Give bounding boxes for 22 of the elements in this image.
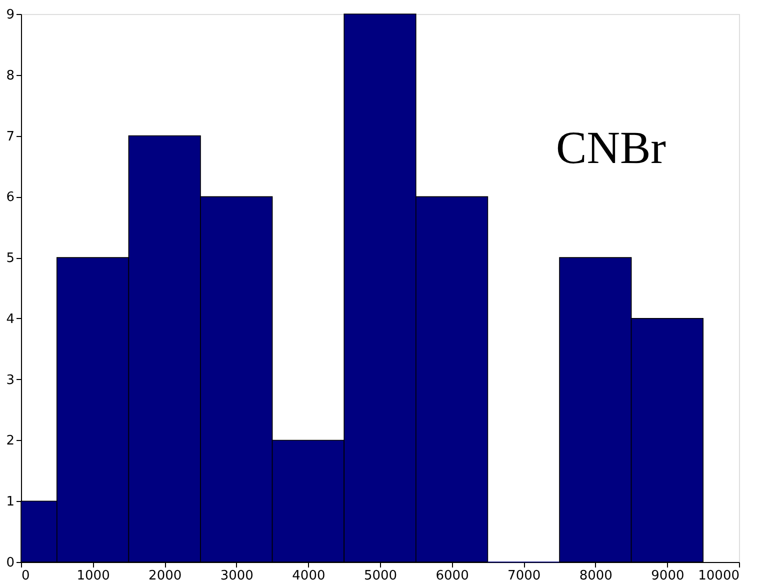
x-tick-label: 4000: [292, 568, 326, 584]
x-tick-label: 7000: [508, 568, 541, 584]
x-tick-label: 8000: [579, 568, 612, 584]
annotation: CNBr: [556, 122, 666, 173]
y-tick-label: 9: [6, 8, 14, 22]
x-tick-label: 9000: [651, 568, 684, 584]
y-tick-label: 1: [6, 494, 14, 510]
x-tick-label: 2000: [148, 568, 182, 584]
x-tick-label: 0: [22, 568, 30, 584]
y-tick-label: 5: [6, 251, 14, 266]
y-tick-label: 6: [6, 190, 14, 206]
x-tick-label: 3000: [220, 568, 254, 584]
x-tick-label: 1000: [76, 568, 110, 584]
y-tick-label: 0: [6, 556, 14, 570]
y-tick-label: 7: [6, 129, 14, 144]
y-tick-label: 2: [6, 434, 14, 449]
y-tick-label: 4: [6, 312, 14, 327]
y-tick-label: 3: [6, 372, 14, 388]
y-tick-label: 8: [6, 68, 14, 84]
x-tick-label: 5000: [364, 568, 398, 584]
x-tick-label: 6000: [436, 568, 469, 584]
x-tick-label: 10000: [698, 568, 740, 584]
